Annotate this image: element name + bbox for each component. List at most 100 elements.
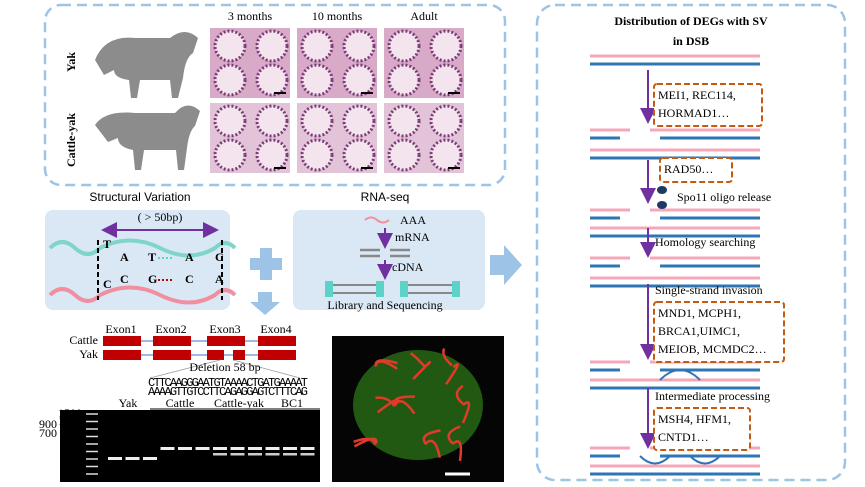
dna-strand bbox=[48, 285, 237, 305]
histology-grid: 3 months 10 months Adult bbox=[210, 9, 464, 173]
sequence: AAAAGTTGTCCTTCAGAGGAGTCTTTCAG bbox=[148, 385, 308, 399]
base-letter: C bbox=[103, 277, 112, 291]
tubule bbox=[387, 138, 421, 172]
red-signal bbox=[445, 363, 459, 385]
panel-title: RNA-seq bbox=[361, 190, 410, 204]
column-label: Adult bbox=[410, 9, 438, 23]
gel-band bbox=[213, 453, 227, 456]
red-signal bbox=[375, 396, 396, 408]
micrograph-signal bbox=[353, 347, 483, 476]
base-letter: C bbox=[120, 272, 129, 286]
base-letter: A bbox=[215, 272, 224, 286]
ladder-label: 500 bbox=[64, 436, 82, 450]
base-letter: G bbox=[148, 272, 157, 286]
dsb-title: in DSB bbox=[673, 34, 709, 48]
tubule bbox=[255, 29, 289, 63]
label: mRNA bbox=[395, 230, 430, 244]
gel-band bbox=[125, 457, 140, 460]
right-arrow bbox=[490, 245, 522, 285]
gene-list: MND1, MCPH1, bbox=[658, 306, 741, 320]
gel-band bbox=[143, 457, 157, 460]
tubule bbox=[300, 63, 334, 97]
exon bbox=[103, 336, 141, 346]
tubule bbox=[255, 104, 289, 138]
tubule bbox=[387, 63, 421, 97]
exon bbox=[103, 350, 141, 360]
ladder-label: 400 bbox=[64, 443, 82, 457]
base-letter: T bbox=[103, 237, 111, 251]
row-label: Cattle bbox=[69, 333, 98, 347]
step-label: Spo11 oligo release bbox=[677, 190, 771, 204]
label: cDNA bbox=[392, 260, 424, 274]
red-signal bbox=[393, 395, 415, 407]
exon-label: Exon1 bbox=[105, 322, 136, 336]
tubule bbox=[429, 63, 463, 97]
red-signal bbox=[412, 360, 432, 380]
gene-list: MSH4, HFM1, bbox=[658, 412, 731, 426]
tubule bbox=[213, 29, 247, 63]
gel-band bbox=[265, 453, 280, 456]
tubule bbox=[387, 29, 421, 63]
yak-silhouette bbox=[95, 32, 198, 98]
red-signal bbox=[374, 359, 398, 367]
spo11 bbox=[657, 201, 667, 209]
gene-box bbox=[653, 83, 763, 127]
exon bbox=[233, 350, 245, 360]
red-signal bbox=[455, 384, 464, 405]
exon bbox=[258, 350, 296, 360]
tubule bbox=[213, 63, 247, 97]
dsb-title: Distribution of DEGs with SV bbox=[614, 14, 768, 28]
exon-label: Exon3 bbox=[209, 322, 240, 336]
tubule bbox=[255, 63, 289, 97]
ladder-label: 800 bbox=[64, 421, 82, 435]
gel-band bbox=[108, 457, 122, 460]
gel-band bbox=[160, 447, 175, 450]
red-signal bbox=[451, 440, 463, 462]
exon bbox=[153, 336, 191, 346]
lane-label: BC1 bbox=[281, 396, 303, 410]
ladder-label: 200 bbox=[64, 458, 82, 472]
base-letter: A bbox=[120, 250, 129, 264]
deletion-label: Deletion 58 bp bbox=[189, 360, 260, 374]
exon bbox=[207, 336, 245, 346]
gene-list: MEIOB, MCMDC2… bbox=[658, 342, 767, 356]
panel-frame bbox=[43, 3, 507, 187]
tubule bbox=[255, 138, 289, 172]
tubule bbox=[342, 138, 376, 172]
ladder-label: 600 bbox=[64, 428, 82, 442]
gene-list: MEI1, REC114, bbox=[658, 88, 736, 102]
red-signal bbox=[461, 401, 471, 424]
library bbox=[330, 284, 455, 294]
tubule bbox=[342, 63, 376, 97]
tubule bbox=[300, 29, 334, 63]
rna bbox=[364, 216, 390, 224]
gene-list: CNTD1… bbox=[658, 430, 709, 444]
gene-box bbox=[659, 157, 733, 183]
tubule bbox=[342, 104, 376, 138]
tubule bbox=[213, 104, 247, 138]
exon bbox=[207, 350, 224, 360]
gel-band bbox=[213, 447, 227, 450]
ladder-label: 300 bbox=[64, 451, 82, 465]
plus bbox=[250, 248, 282, 280]
exon-label: Exon2 bbox=[155, 322, 186, 336]
step-label: Single-strand invasion bbox=[655, 283, 763, 297]
gel-band bbox=[230, 447, 245, 450]
letters: TA T A CC C G C A bbox=[103, 237, 224, 291]
step-label: Intermediate processing bbox=[655, 389, 770, 403]
row-label: Cattle-yak bbox=[64, 113, 78, 167]
sv-box bbox=[45, 210, 230, 310]
gel-lanes: Yak Cattle Cattle-yak BC1 150010008006005004… bbox=[39, 396, 320, 480]
down-arrow bbox=[250, 292, 280, 315]
tubule bbox=[300, 138, 334, 172]
exon-label: Exon4 bbox=[260, 322, 291, 336]
tubule bbox=[300, 104, 334, 138]
dna-strand bbox=[48, 238, 237, 258]
gel-band bbox=[195, 447, 210, 450]
red-signal bbox=[447, 425, 461, 445]
gel-band bbox=[300, 453, 315, 456]
spo11 bbox=[657, 186, 667, 194]
lane-label: Cattle-yak bbox=[214, 396, 264, 410]
red-signal bbox=[409, 352, 426, 368]
